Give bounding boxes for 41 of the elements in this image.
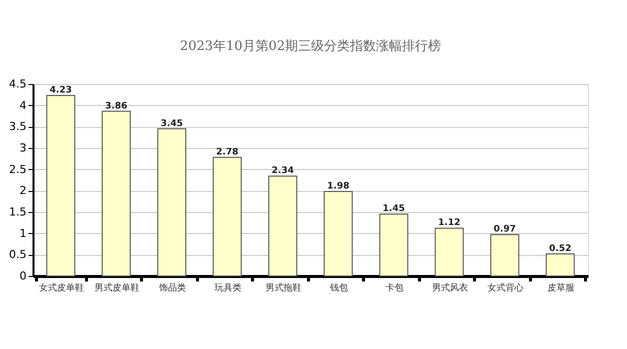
bar: [324, 191, 353, 276]
bar: [46, 95, 76, 276]
data-label: 1.98: [327, 182, 350, 192]
y-tick-label: 1: [20, 226, 26, 240]
y-tick-label: 4: [20, 98, 26, 112]
x-tick-label: 女式背心: [487, 282, 524, 294]
x-tick-label: 皮草服: [547, 282, 574, 294]
y-tick-label: 3.5: [9, 120, 26, 134]
bar: [434, 228, 464, 276]
data-label: 2.78: [216, 147, 238, 158]
y-tick-label: 2: [20, 184, 26, 198]
data-label: 3.45: [160, 118, 183, 129]
data-label: 1.12: [438, 218, 460, 228]
x-tick-label: 女式皮单鞋: [38, 282, 84, 294]
y-tick-label: 1.5: [9, 206, 26, 218]
x-tick-label: 男式皮单鞋: [94, 282, 140, 294]
x-tick-label: 男式风衣: [432, 282, 468, 294]
x-tick-label: 钱包: [328, 282, 348, 294]
bar: [157, 128, 186, 276]
y-tick-label: 2.5: [9, 162, 26, 176]
bar: [268, 176, 298, 276]
y-tick-label: 3: [20, 142, 26, 154]
bar: [102, 110, 131, 276]
bar: [490, 234, 520, 276]
data-label: 0.97: [494, 224, 516, 235]
chart-title: 2023年10月第02期三级分类指数涨幅排行榜: [180, 39, 442, 54]
data-label: 2.34: [272, 166, 294, 176]
bar: [546, 253, 575, 276]
y-tick-label: 0.5: [9, 248, 26, 262]
x-tick-label: 男式拖鞋: [265, 282, 302, 294]
x-tick-label: 饰品类: [158, 282, 186, 294]
data-label: 3.86: [105, 101, 128, 112]
x-tick-label: 玩具类: [214, 282, 242, 294]
bar: [379, 214, 408, 276]
data-label: 0.52: [549, 244, 572, 254]
y-tick-label: 4.5: [9, 78, 26, 90]
x-tick-label: 卡包: [385, 282, 404, 294]
data-label: 4.23: [50, 86, 72, 96]
data-label: 1.45: [382, 204, 405, 214]
y-tick-label: 0: [20, 270, 26, 282]
bar: [212, 156, 242, 276]
